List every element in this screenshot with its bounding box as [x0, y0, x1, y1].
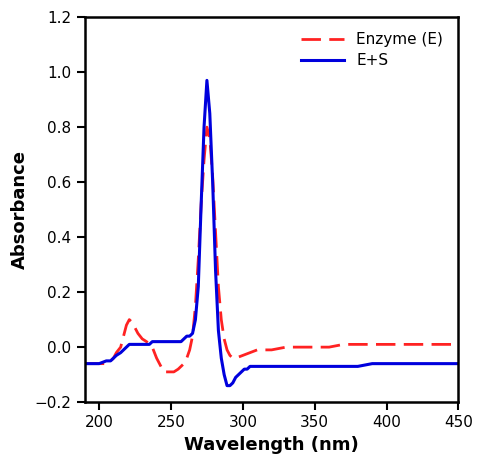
Enzyme (E): [455, 342, 461, 347]
X-axis label: Wavelength (nm): Wavelength (nm): [184, 436, 359, 454]
Enzyme (E): [150, 345, 155, 350]
E+S: [455, 361, 461, 366]
Enzyme (E): [144, 339, 150, 345]
E+S: [184, 333, 190, 339]
Enzyme (E): [204, 124, 210, 130]
Line: E+S: E+S: [85, 80, 458, 385]
E+S: [201, 124, 207, 130]
E+S: [144, 342, 150, 347]
Enzyme (E): [165, 369, 171, 375]
Line: Enzyme (E): Enzyme (E): [85, 127, 458, 372]
E+S: [158, 339, 164, 345]
E+S: [326, 364, 332, 369]
Y-axis label: Absorbance: Absorbance: [11, 150, 29, 269]
E+S: [412, 361, 418, 366]
E+S: [204, 78, 210, 83]
Enzyme (E): [126, 317, 132, 322]
Legend: Enzyme (E), E+S: Enzyme (E), E+S: [294, 25, 451, 76]
E+S: [82, 361, 88, 366]
Enzyme (E): [158, 364, 164, 369]
Enzyme (E): [218, 317, 224, 322]
E+S: [224, 383, 230, 388]
Enzyme (E): [161, 369, 166, 375]
Enzyme (E): [82, 361, 88, 366]
